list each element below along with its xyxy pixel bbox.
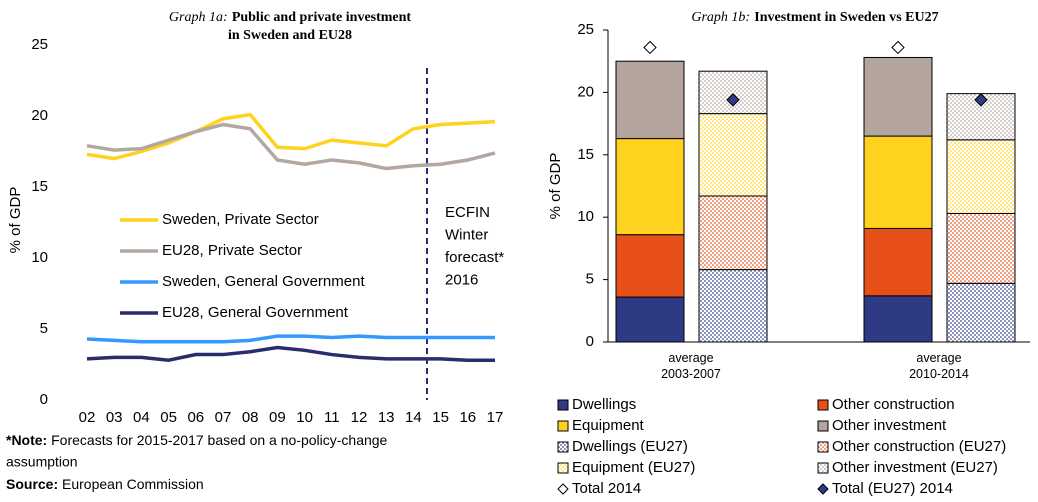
legend-swatch [817,420,829,432]
source-label: Source: [6,476,58,492]
title-line: Investment in Sweden vs EU27 [754,10,938,25]
legend-label: Equipment [572,417,645,434]
y-tick-label: 0 [586,333,594,350]
legend-label: EU28, Private Sector [162,242,302,259]
title-line: in Sweden and EU28 [228,28,352,43]
legend-swatch [817,462,829,474]
bar-segment [615,60,685,140]
x-tick-label: 14 [405,409,422,426]
x-tick-label: 06 [187,409,204,426]
annotation: ECFIN [445,204,490,221]
legend-label: Other investment [832,417,947,434]
x-tick-label: 16 [459,409,476,426]
legend-label: Equipment (EU27) [572,459,695,476]
legend-swatch [817,399,829,411]
y-tick-label: 10 [577,208,594,225]
annotation: forecast* [445,249,504,266]
legend-label: Other construction [832,396,955,413]
chart-title: Graph 1b: Investment in Sweden vs EU27 [691,9,938,26]
x-tick-label: 08 [242,409,259,426]
bar-segment [698,269,768,343]
bar-segment [615,296,685,343]
y-tick-label: 20 [577,83,594,100]
chart-title: Graph 1a: Public and private investment [169,9,412,26]
legend-label: Other construction (EU27) [832,438,1006,455]
x-tick-label: 10 [296,409,313,426]
line-series [86,334,495,344]
x-tick-label: 03 [106,409,123,426]
bar-segment [615,138,685,236]
bar-segment [946,212,1016,284]
legend-swatch [817,483,829,495]
legend-label: Total 2014 [572,480,641,497]
x-tick-label: 04 [133,409,150,426]
legend-swatch [557,483,569,495]
line-series [86,122,496,171]
title-line: Public and private investment [232,10,412,25]
y-tick-label: 15 [31,178,48,195]
x-tick-label: 12 [351,409,368,426]
legend-swatch [817,441,829,453]
line-series [86,112,496,161]
legend-label: EU28, General Government [162,304,349,321]
note-text: assumption [6,454,78,470]
legend-swatch [557,441,569,453]
bar-segment [863,227,933,297]
legend-label: Total (EU27) 2014 [832,480,953,497]
note-label: *Note: [6,432,47,448]
x-tick-label: 02 [79,409,96,426]
x-tick-label: 11 [324,409,340,426]
x-tick-label: average 2010-2014 [909,351,969,381]
note: *Note: Forecasts for 2015-2017 based on … [6,432,388,448]
legend-label: Other investment (EU27) [832,459,998,476]
legend-label: Sweden, Private Sector [162,211,319,228]
total-marker [726,93,740,107]
x-tick-label: 09 [269,409,286,426]
legend-label: Dwellings [572,396,636,413]
total-marker [891,40,905,55]
annotation: Winter [445,226,488,243]
y-tick-label: 5 [40,320,48,337]
y-tick-label: 25 [577,21,594,38]
legend-swatch [557,420,569,432]
bar-segment [615,234,685,298]
x-tick-label: 13 [378,409,395,426]
legend-swatch [557,462,569,474]
bar-segment [946,282,1016,343]
bar-segment [863,135,933,229]
y-tick-label: 5 [586,271,594,288]
y-tick-label: 0 [40,391,48,408]
y-tick-label: 25 [31,36,48,53]
y-tick-label: 20 [31,107,48,124]
source: Source: European Commission [6,476,204,492]
x-tick-label: average 2003-2007 [661,351,721,381]
bar-segment [698,70,768,115]
title-prefix: Graph 1b: [691,10,750,25]
legend-label: Dwellings (EU27) [572,438,688,455]
legend-swatch [557,399,569,411]
x-tick-label: 17 [487,409,504,426]
y-tick-label: 15 [577,146,594,163]
bar-segment [863,295,933,343]
bar-segment [698,195,768,271]
title-prefix: Graph 1a: [169,10,228,25]
source-text: European Commission [62,476,204,492]
x-tick-label: 05 [160,409,177,426]
annotation: 2016 [445,271,478,288]
bar-segment [946,139,1016,214]
y-tick-label: 10 [31,249,48,266]
total-marker [974,93,988,107]
y-axis-label: % of GDP [547,153,564,220]
legend-label: Sweden, General Government [162,273,365,290]
line-series [86,345,495,363]
y-axis-label: % of GDP [7,187,24,254]
x-tick-label: 15 [432,409,449,426]
bar-segment [863,56,933,137]
note-text: Forecasts for 2015-2017 based on a no-po… [51,432,387,448]
x-tick-label: 07 [215,409,232,426]
total-marker [643,40,657,55]
bar-segment [698,113,768,197]
